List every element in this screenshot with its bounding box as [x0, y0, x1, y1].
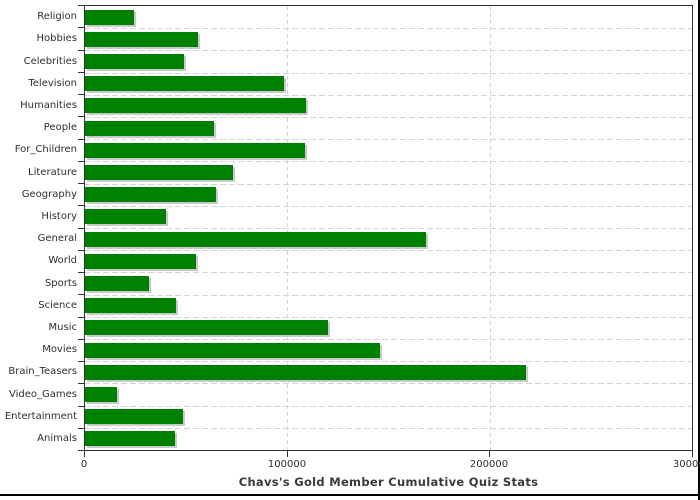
- h-gridline: [85, 405, 692, 407]
- h-gridline: [85, 160, 692, 162]
- h-gridline: [85, 49, 692, 51]
- bar-religion: [85, 9, 134, 25]
- h-gridline: [85, 427, 692, 429]
- y-axis-label-music: Music: [48, 321, 77, 333]
- bar-literature: [85, 165, 233, 180]
- bar-brain_teasers: [85, 364, 526, 380]
- y-axis-label-television: Television: [28, 77, 77, 89]
- h-gridline: [85, 360, 692, 362]
- y-axis-tick: [78, 72, 84, 73]
- h-gridline: [85, 271, 692, 273]
- h-gridline: [85, 316, 692, 318]
- plot-area: [84, 5, 693, 451]
- y-axis-label-for_children: For_Children: [14, 144, 77, 156]
- bar-general: [85, 231, 426, 247]
- y-axis-label-humanities: Humanities: [20, 99, 77, 111]
- bar-video_games: [85, 387, 117, 402]
- y-axis-tick: [78, 272, 84, 273]
- x-axis-tick-label-100000: 100000: [267, 459, 307, 470]
- v-gridline-200000: [490, 6, 491, 450]
- bar-for_children: [85, 142, 305, 158]
- y-axis-label-general: General: [37, 233, 77, 245]
- h-gridline: [85, 205, 692, 207]
- bar-hobbies: [85, 31, 198, 47]
- bar-sports: [85, 276, 149, 291]
- bar-geography: [85, 187, 216, 203]
- h-gridline: [85, 249, 692, 251]
- h-gridline: [85, 382, 692, 384]
- y-axis-label-history: History: [41, 210, 77, 222]
- y-axis-label-animals: Animals: [37, 432, 77, 444]
- h-gridline: [85, 27, 692, 29]
- x-axis-tick-label-300000: 300000: [672, 459, 700, 470]
- y-axis-tick: [78, 205, 84, 206]
- v-gridline-100000: [287, 6, 288, 450]
- frame-bottom-line: [0, 494, 700, 496]
- y-axis-tick: [78, 161, 84, 162]
- x-axis-tick-label-0: 0: [80, 459, 88, 470]
- y-axis-label-literature: Literature: [28, 166, 77, 178]
- x-axis-tick-label-200000: 200000: [469, 459, 509, 470]
- h-gridline: [85, 183, 692, 185]
- bar-movies: [85, 342, 380, 358]
- y-axis-label-hobbies: Hobbies: [36, 33, 77, 45]
- y-axis-tick: [78, 250, 84, 251]
- x-axis-tick: [692, 451, 693, 457]
- bar-entertainment: [85, 409, 183, 425]
- y-axis-tick: [78, 5, 84, 6]
- bar-animals: [85, 431, 175, 447]
- x-axis-tick: [84, 451, 85, 457]
- h-gridline: [85, 294, 692, 296]
- y-axis-label-video_games: Video_Games: [9, 388, 77, 400]
- y-axis-label-world: World: [48, 255, 77, 267]
- y-axis-tick: [78, 339, 84, 340]
- y-axis-tick: [78, 94, 84, 95]
- h-gridline: [85, 94, 692, 96]
- bar-television: [85, 76, 284, 92]
- y-axis-tick: [78, 50, 84, 51]
- bar-people: [85, 120, 214, 136]
- h-gridline: [85, 338, 692, 340]
- y-axis-tick: [78, 139, 84, 140]
- y-axis-label-brain_teasers: Brain_Teasers: [8, 366, 77, 378]
- y-axis-tick: [78, 406, 84, 407]
- frame-right-line: [698, 0, 700, 500]
- h-gridline: [85, 116, 692, 118]
- y-axis-tick: [78, 361, 84, 362]
- y-axis-tick: [78, 183, 84, 184]
- y-axis-label-sports: Sports: [44, 277, 77, 289]
- bar-science: [85, 298, 176, 314]
- y-axis-label-entertainment: Entertainment: [4, 410, 77, 422]
- y-axis-label-people: People: [43, 122, 77, 134]
- bar-humanities: [85, 98, 306, 114]
- y-axis-label-geography: Geography: [21, 188, 77, 200]
- y-axis-tick: [78, 317, 84, 318]
- y-axis-label-movies: Movies: [42, 344, 77, 356]
- y-axis-label-science: Science: [38, 299, 77, 311]
- y-axis-label-celebrities: Celebrities: [23, 55, 77, 67]
- y-axis-label-religion: Religion: [37, 11, 77, 23]
- bar-history: [85, 209, 166, 225]
- x-axis-tick: [489, 451, 490, 457]
- y-axis-tick: [78, 428, 84, 429]
- x-axis-tick: [287, 451, 288, 457]
- y-axis-tick: [78, 450, 84, 451]
- y-axis-tick: [78, 294, 84, 295]
- h-gridline: [85, 72, 692, 74]
- bar-celebrities: [85, 54, 184, 69]
- h-gridline: [85, 138, 692, 140]
- h-gridline: [85, 227, 692, 229]
- y-axis-tick: [78, 116, 84, 117]
- y-axis-tick: [78, 27, 84, 28]
- chart-title: Chavs's Gold Member Cumulative Quiz Stat…: [238, 475, 539, 489]
- bar-world: [85, 253, 196, 269]
- bar-music: [85, 320, 328, 336]
- y-axis-tick: [78, 228, 84, 229]
- y-axis-tick: [78, 383, 84, 384]
